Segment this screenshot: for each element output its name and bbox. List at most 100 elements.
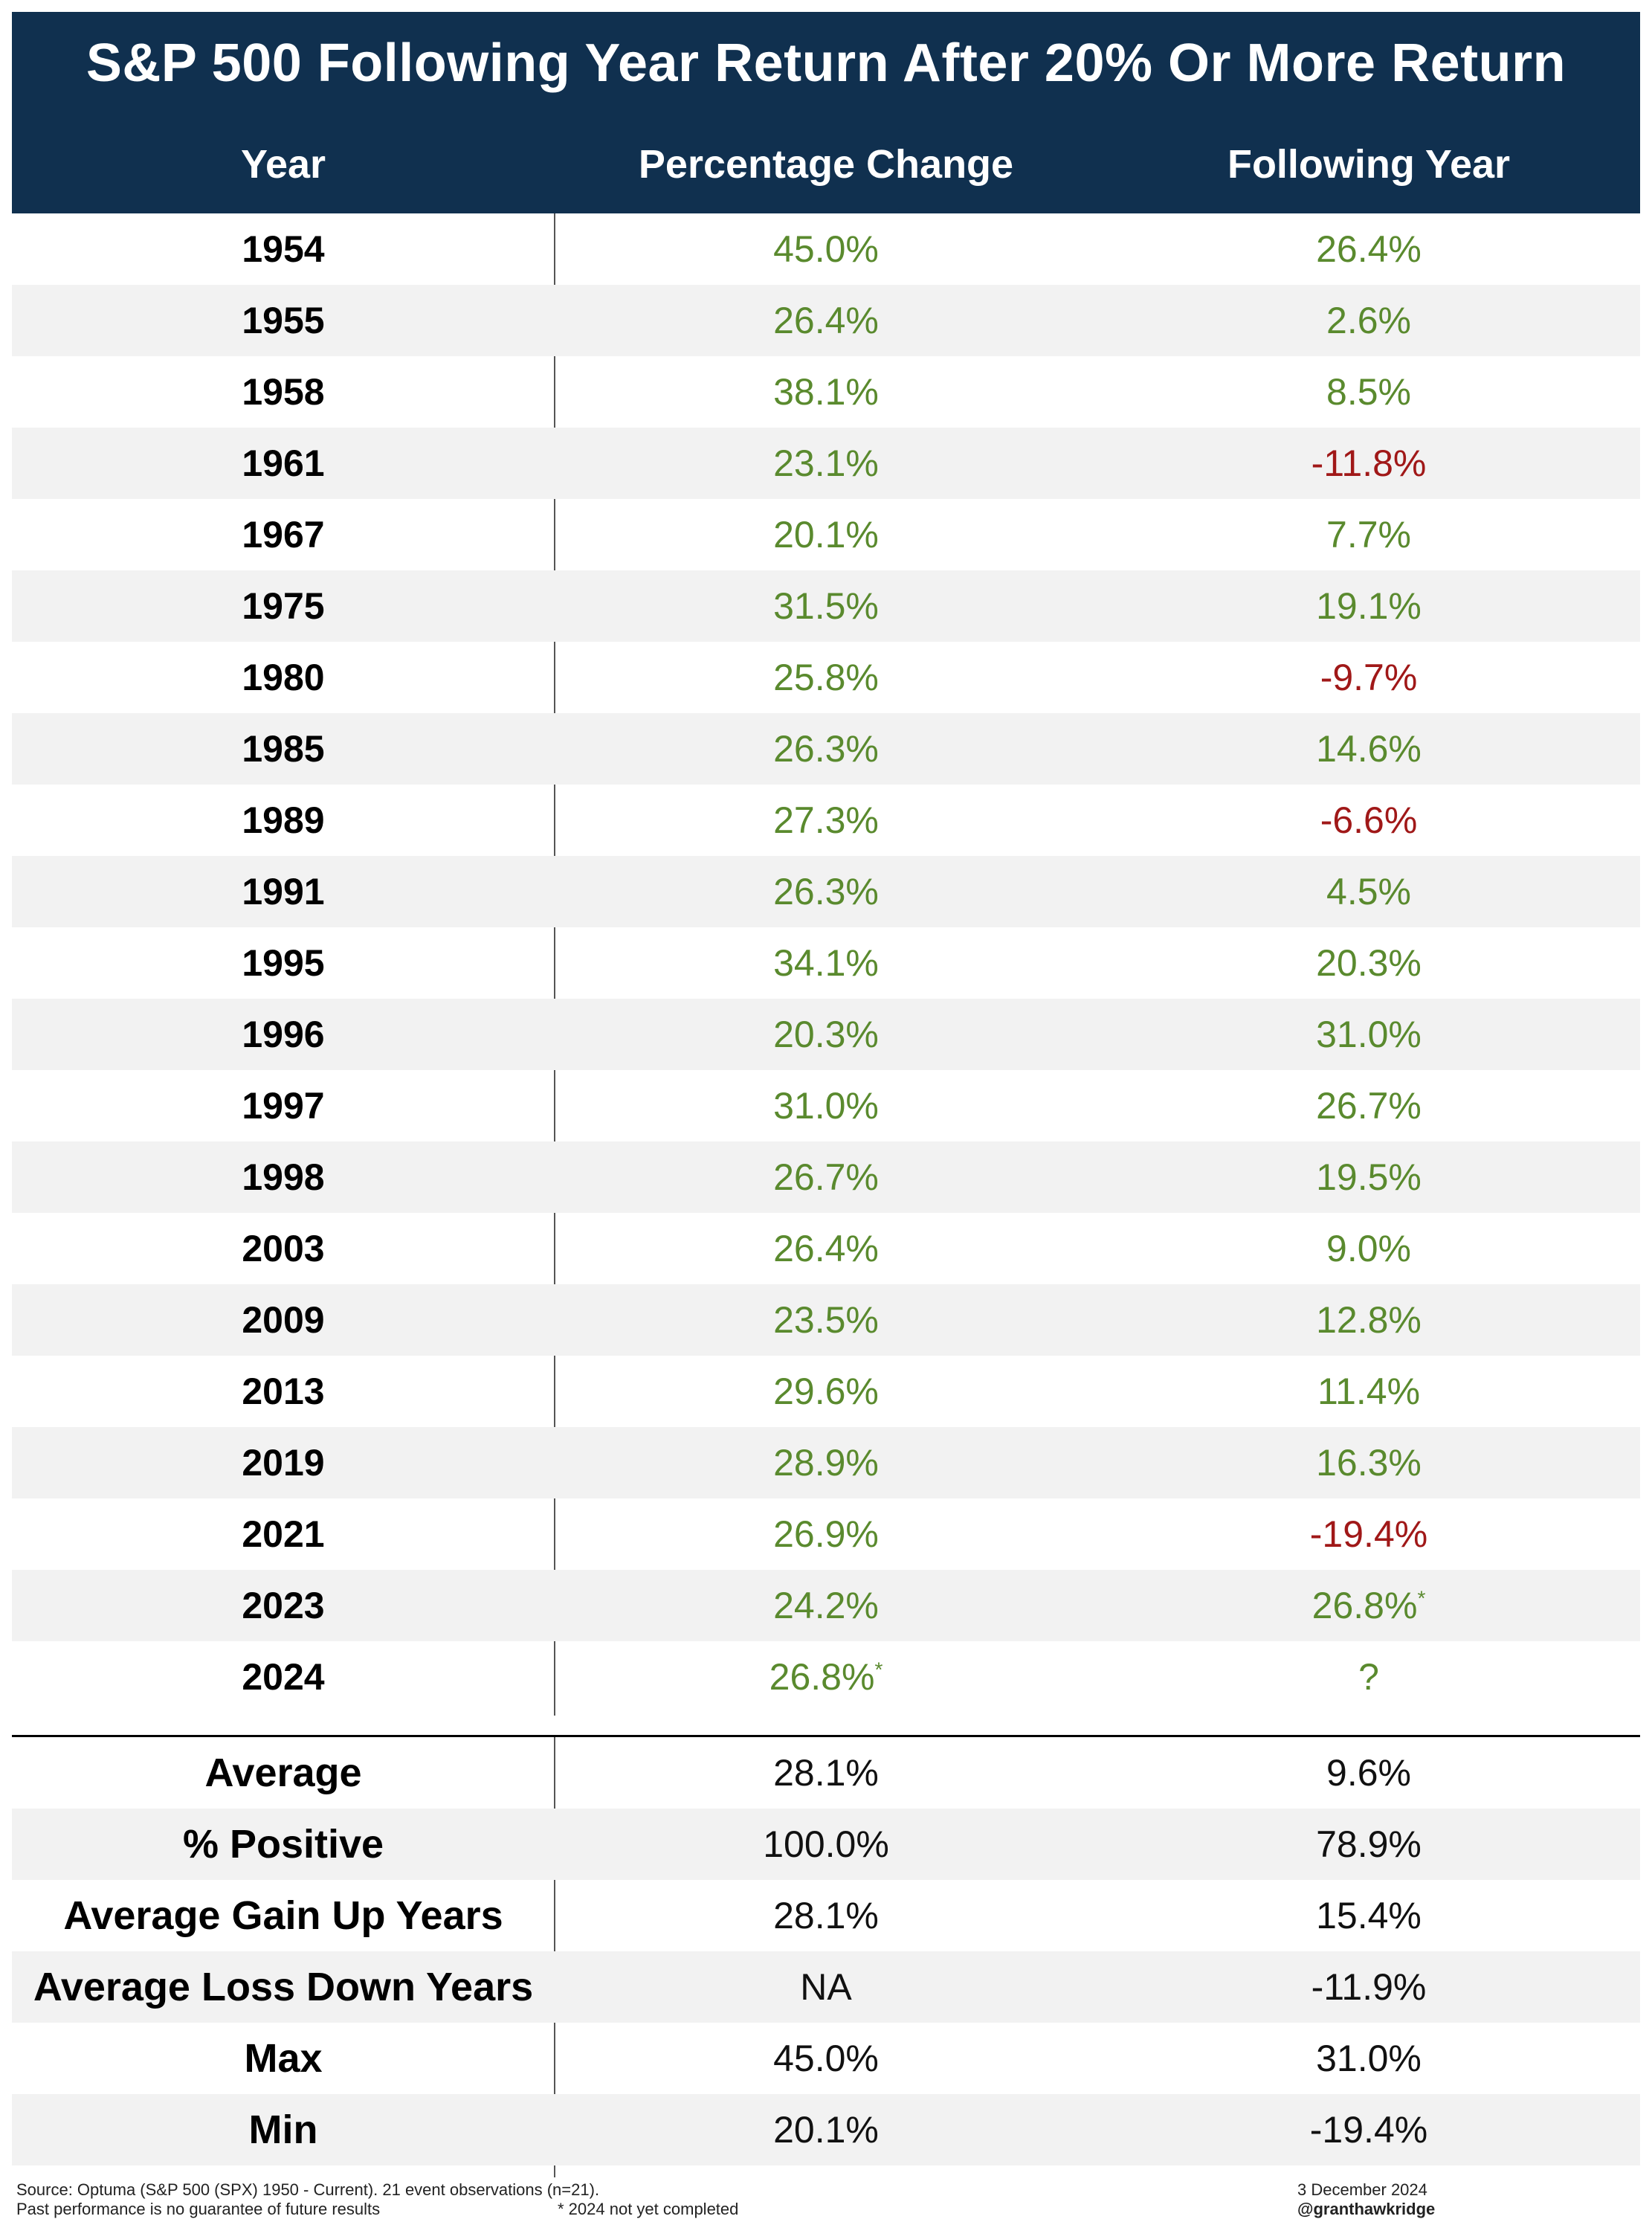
summary-rows: Average 28.1% 9.6% % Positive 100.0% 78.9% Ave… xyxy=(12,1737,1640,2165)
summary-change-value: 45.0% xyxy=(773,2038,879,2079)
percentage-change-value: 24.2% xyxy=(773,1585,879,1626)
percentage-change-cell: 31.0% xyxy=(555,1070,1097,1141)
percentage-change-value: 26.4% xyxy=(773,1228,879,1269)
summary-following-value: -11.9% xyxy=(1311,1966,1427,2008)
percentage-change-cell: 23.5% xyxy=(555,1284,1097,1356)
table-row: 1996 20.3% 31.0% xyxy=(12,999,1640,1070)
percentage-change-cell: 20.3% xyxy=(555,999,1097,1070)
summary-label: Max xyxy=(244,2036,323,2081)
year-cell: 2023 xyxy=(242,1585,325,1626)
year-cell: 1954 xyxy=(242,228,325,270)
following-year-value: 2.6% xyxy=(1326,300,1411,341)
table-row: 1961 23.1% -11.8% xyxy=(12,428,1640,499)
following-year-cell: 9.0% xyxy=(1097,1213,1640,1284)
percentage-change-cell: 34.1% xyxy=(555,927,1097,999)
following-year-cell: -9.7% xyxy=(1097,642,1640,713)
percentage-change-cell: 28.9% xyxy=(555,1427,1097,1498)
column-header-year: Year xyxy=(240,142,326,187)
percentage-change-cell: 31.5% xyxy=(555,570,1097,642)
summary-label: Average Gain Up Years xyxy=(63,1893,503,1938)
table-row: 1997 31.0% 26.7% xyxy=(12,1070,1640,1141)
footnote-marker: * xyxy=(874,1658,883,1681)
summary-row: Average Gain Up Years 28.1% 15.4% xyxy=(12,1880,1640,1951)
table-row: 1995 34.1% 20.3% xyxy=(12,927,1640,999)
following-year-value: 19.5% xyxy=(1316,1156,1422,1198)
percentage-change-cell: 20.1% xyxy=(555,499,1097,570)
following-year-value: 12.8% xyxy=(1316,1299,1422,1341)
following-year-value: 7.7% xyxy=(1326,514,1411,556)
percentage-change-value: 26.3% xyxy=(773,871,879,912)
year-cell: 2009 xyxy=(242,1299,325,1341)
table-row: 1998 26.7% 19.5% xyxy=(12,1141,1640,1213)
summary-row: % Positive 100.0% 78.9% xyxy=(12,1809,1640,1880)
summary-change-value: 100.0% xyxy=(763,1823,889,1865)
following-year-cell: -19.4% xyxy=(1097,1498,1640,1570)
year-cell: 1955 xyxy=(242,300,325,341)
following-year-cell: 26.8%* xyxy=(1097,1570,1640,1641)
following-year-cell: 19.1% xyxy=(1097,570,1640,642)
summary-change-value: 28.1% xyxy=(773,1895,879,1936)
percentage-change-cell: 26.4% xyxy=(555,1213,1097,1284)
percentage-change-cell: 25.8% xyxy=(555,642,1097,713)
percentage-change-cell: 26.8%* xyxy=(555,1641,1097,1713)
following-year-value: 4.5% xyxy=(1326,871,1411,912)
year-cell: 2013 xyxy=(242,1371,325,1412)
percentage-change-value: 26.3% xyxy=(773,728,879,770)
year-cell: 1998 xyxy=(242,1156,325,1198)
following-year-cell: 14.6% xyxy=(1097,713,1640,785)
table-row: 2009 23.5% 12.8% xyxy=(12,1284,1640,1356)
percentage-change-value: 34.1% xyxy=(773,942,879,984)
summary-label: % Positive xyxy=(182,1822,384,1867)
chart-title: S&P 500 Following Year Return After 20% … xyxy=(85,33,1567,93)
following-year-cell: 7.7% xyxy=(1097,499,1640,570)
year-cell: 1975 xyxy=(242,585,325,627)
following-year-value: 11.4% xyxy=(1317,1371,1421,1412)
percentage-change-cell: 38.1% xyxy=(555,356,1097,428)
summary-row: Min 20.1% -19.4% xyxy=(12,2094,1640,2165)
table-row: 2023 24.2% 26.8%* xyxy=(12,1570,1640,1641)
year-cell: 1961 xyxy=(242,442,325,484)
following-year-value: 26.7% xyxy=(1316,1085,1422,1127)
percentage-change-cell: 24.2% xyxy=(555,1570,1097,1641)
percentage-change-value: 26.9% xyxy=(773,1513,879,1555)
percentage-change-value: 38.1% xyxy=(773,371,879,413)
percentage-change-value: 26.4% xyxy=(773,300,879,341)
year-cell: 1989 xyxy=(242,799,325,841)
percentage-change-value: 23.5% xyxy=(773,1299,879,1341)
source-note: Source: Optuma (S&P 500 (SPX) 1950 - Cur… xyxy=(16,2180,600,2199)
year-cell: 1967 xyxy=(242,514,325,556)
year-cell: 2003 xyxy=(242,1228,325,1269)
year-cell: 1980 xyxy=(242,657,325,698)
summary-following-value: 78.9% xyxy=(1316,1823,1422,1865)
following-year-value: 26.8% xyxy=(1311,1585,1418,1626)
table-row: 1958 38.1% 8.5% xyxy=(12,356,1640,428)
following-year-value: 14.6% xyxy=(1316,728,1422,770)
table-row: 1954 45.0% 26.4% xyxy=(12,213,1640,285)
table-row: 1955 26.4% 2.6% xyxy=(12,285,1640,356)
following-year-cell: 16.3% xyxy=(1097,1427,1640,1498)
year-cell: 2019 xyxy=(242,1442,325,1484)
summary-following-value: -19.4% xyxy=(1309,2109,1428,2151)
following-year-cell: 20.3% xyxy=(1097,927,1640,999)
following-year-cell: 2.6% xyxy=(1097,285,1640,356)
summary-following-value: 15.4% xyxy=(1316,1895,1422,1936)
percentage-change-cell: 26.3% xyxy=(555,856,1097,927)
author-handle: @granthawkridge xyxy=(1297,2200,1436,2218)
table-row: 1989 27.3% -6.6% xyxy=(12,785,1640,856)
percentage-change-cell: 26.9% xyxy=(555,1498,1097,1570)
table-row: 1991 26.3% 4.5% xyxy=(12,856,1640,927)
following-year-cell: 19.5% xyxy=(1097,1141,1640,1213)
data-rows: 1954 45.0% 26.4% 1955 26.4% 2.6% 1958 38.1% 8.5%… xyxy=(12,213,1640,1713)
year-cell: 1985 xyxy=(242,728,325,770)
year-cell: 2021 xyxy=(242,1513,325,1555)
table-row: 2021 26.9% -19.4% xyxy=(12,1498,1640,1570)
table-row: 2019 28.9% 16.3% xyxy=(12,1427,1640,1498)
percentage-change-value: 45.0% xyxy=(773,228,879,270)
following-year-cell: -11.8% xyxy=(1097,428,1640,499)
disclaimer: Past performance is no guarantee of futu… xyxy=(16,2200,381,2218)
following-year-cell: 31.0% xyxy=(1097,999,1640,1070)
percentage-change-value: 25.8% xyxy=(773,657,879,698)
table-row: 1980 25.8% -9.7% xyxy=(12,642,1640,713)
table-row: 1985 26.3% 14.6% xyxy=(12,713,1640,785)
following-year-value: 8.5% xyxy=(1326,371,1411,413)
